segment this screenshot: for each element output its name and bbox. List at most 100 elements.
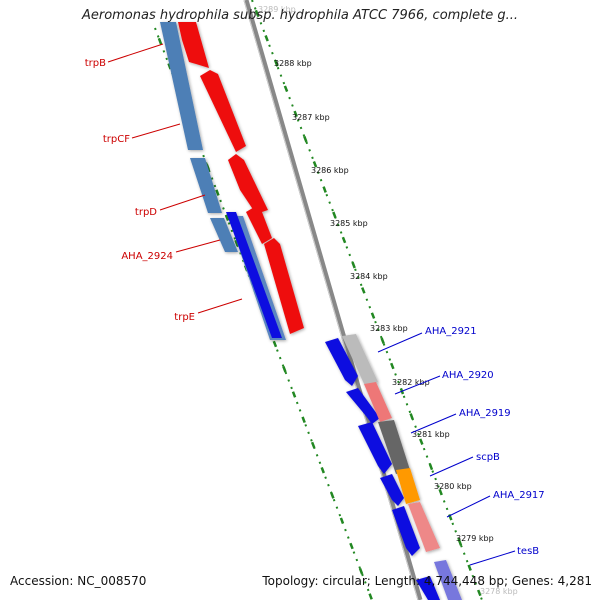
- gene-tesB-frame: [434, 560, 462, 600]
- major-tick: [467, 564, 472, 571]
- gene-AHA_2919-frame: [378, 420, 410, 474]
- major-tick: [390, 362, 395, 370]
- backbone-highlight: [243, 0, 419, 600]
- major-tick: [349, 542, 354, 550]
- leader-line: [469, 550, 516, 566]
- kbp-label: 3287 kbp: [292, 113, 330, 122]
- major-tick: [234, 239, 239, 247]
- major-tick: [477, 589, 482, 597]
- leader-line: [107, 43, 164, 63]
- major-tick: [320, 466, 325, 474]
- gene-label-tesB[interactable]: tesB: [517, 546, 539, 557]
- leader-line: [394, 375, 441, 395]
- major-tick: [254, 9, 260, 17]
- leader-line: [410, 413, 457, 434]
- gene-track-reverse: [160, 22, 304, 340]
- leader-line: [131, 123, 181, 139]
- tick-track-outer: [251, 0, 483, 600]
- kbp-label: 3289 kbp: [258, 5, 296, 14]
- major-tick: [264, 35, 269, 42]
- major-tick: [310, 441, 316, 449]
- major-tick: [274, 60, 279, 67]
- gene-AHA_2921-frame: [342, 334, 378, 386]
- major-tick: [409, 413, 414, 420]
- major-tick: [301, 416, 306, 424]
- gene-trpD-backing: [210, 218, 238, 252]
- major-tick: [419, 438, 424, 445]
- forward-gene-labels: AHA_2921 AHA_2920 AHA_2919 scpB AHA_2917…: [377, 326, 545, 566]
- gene-label-scpB[interactable]: scpB: [476, 452, 500, 463]
- gene-label-AHA_2919[interactable]: AHA_2919: [459, 408, 511, 419]
- gene-label-AHA_2924[interactable]: AHA_2924: [121, 251, 173, 262]
- kbp-label: 3285 kbp: [330, 219, 368, 228]
- major-ticks: [157, 9, 482, 600]
- gene-label-trpE[interactable]: trpE: [174, 312, 195, 323]
- gene-label-AHA_2920[interactable]: AHA_2920: [442, 370, 494, 381]
- major-tick: [361, 287, 366, 294]
- kbp-label: 3282 kbp: [392, 378, 430, 387]
- leader-line: [159, 194, 206, 211]
- kbp-label: 3283 kbp: [370, 324, 408, 333]
- topology-text: Topology: circular; Length: 4,744,448 bp…: [262, 574, 592, 588]
- gene-AHA_2921: [325, 338, 358, 386]
- leader-line: [429, 456, 474, 477]
- major-tick: [428, 463, 434, 471]
- kbp-labels: 3289 kbp 3288 kbp 3287 kbp 3286 kbp 3285…: [258, 5, 518, 596]
- major-tick: [312, 161, 318, 168]
- major-tick: [438, 488, 443, 496]
- kbp-label: 3278 kbp: [480, 587, 518, 596]
- major-tick: [358, 567, 364, 575]
- major-tick: [351, 261, 356, 269]
- leader-line: [446, 495, 491, 518]
- major-tick: [332, 211, 337, 219]
- major-tick: [341, 236, 347, 244]
- gene-AHA_2917: [392, 506, 420, 556]
- major-tick: [368, 593, 373, 600]
- major-tick: [157, 37, 163, 45]
- major-tick: [291, 391, 297, 398]
- kbp-label: 3288 kbp: [274, 59, 312, 68]
- gene-label-trpCF[interactable]: trpCF: [103, 134, 130, 145]
- gene-label-AHA_2917[interactable]: AHA_2917: [493, 490, 545, 501]
- gene-trpCF-backing: [190, 158, 222, 213]
- major-tick: [339, 517, 345, 524]
- kbp-label: 3286 kbp: [311, 166, 349, 175]
- gene-trpE-blue: [226, 212, 282, 338]
- kbp-label: 3281 kbp: [412, 430, 450, 439]
- leader-line: [197, 298, 243, 314]
- kbp-label: 3284 kbp: [350, 272, 388, 281]
- major-tick: [282, 366, 287, 373]
- major-tick: [303, 135, 308, 143]
- kbp-label: 3280 kbp: [434, 482, 472, 491]
- gene-trpCF: [200, 70, 246, 152]
- gene-scpB-frame: [396, 468, 420, 504]
- major-tick: [283, 85, 289, 92]
- gene-scpB: [380, 474, 404, 506]
- gene-label-AHA_2921[interactable]: AHA_2921: [425, 326, 477, 337]
- leader-line: [175, 239, 221, 253]
- gene-label-trpB[interactable]: trpB: [85, 58, 106, 69]
- major-tick: [322, 186, 327, 193]
- major-tick: [224, 214, 230, 222]
- major-tick: [370, 312, 376, 319]
- gene-track-forward: [325, 334, 462, 600]
- major-tick: [293, 110, 298, 118]
- gene-trpD: [228, 154, 268, 214]
- map-title: Aeromonas hydrophila subsp. hydrophila A…: [81, 8, 519, 23]
- reverse-gene-labels: trpB trpCF trpD AHA_2924 trpE: [85, 43, 243, 323]
- gene-trpE: [264, 238, 304, 334]
- accession-text: Accession: NC_008570: [10, 574, 147, 588]
- gene-AHA_2917-frame: [408, 502, 440, 552]
- gene-tesB: [416, 576, 440, 600]
- gene-trpB-backing: [160, 22, 203, 150]
- backbone-line: [243, 0, 423, 600]
- major-tick: [215, 189, 220, 196]
- gene-trpB: [178, 22, 209, 68]
- major-tick: [330, 492, 335, 499]
- major-tick: [457, 539, 463, 546]
- gene-label-trpD[interactable]: trpD: [135, 207, 157, 218]
- gene-AHA_2919: [358, 422, 392, 474]
- gene-AHA_2924: [246, 206, 272, 244]
- gene-AHA_2920: [346, 388, 380, 424]
